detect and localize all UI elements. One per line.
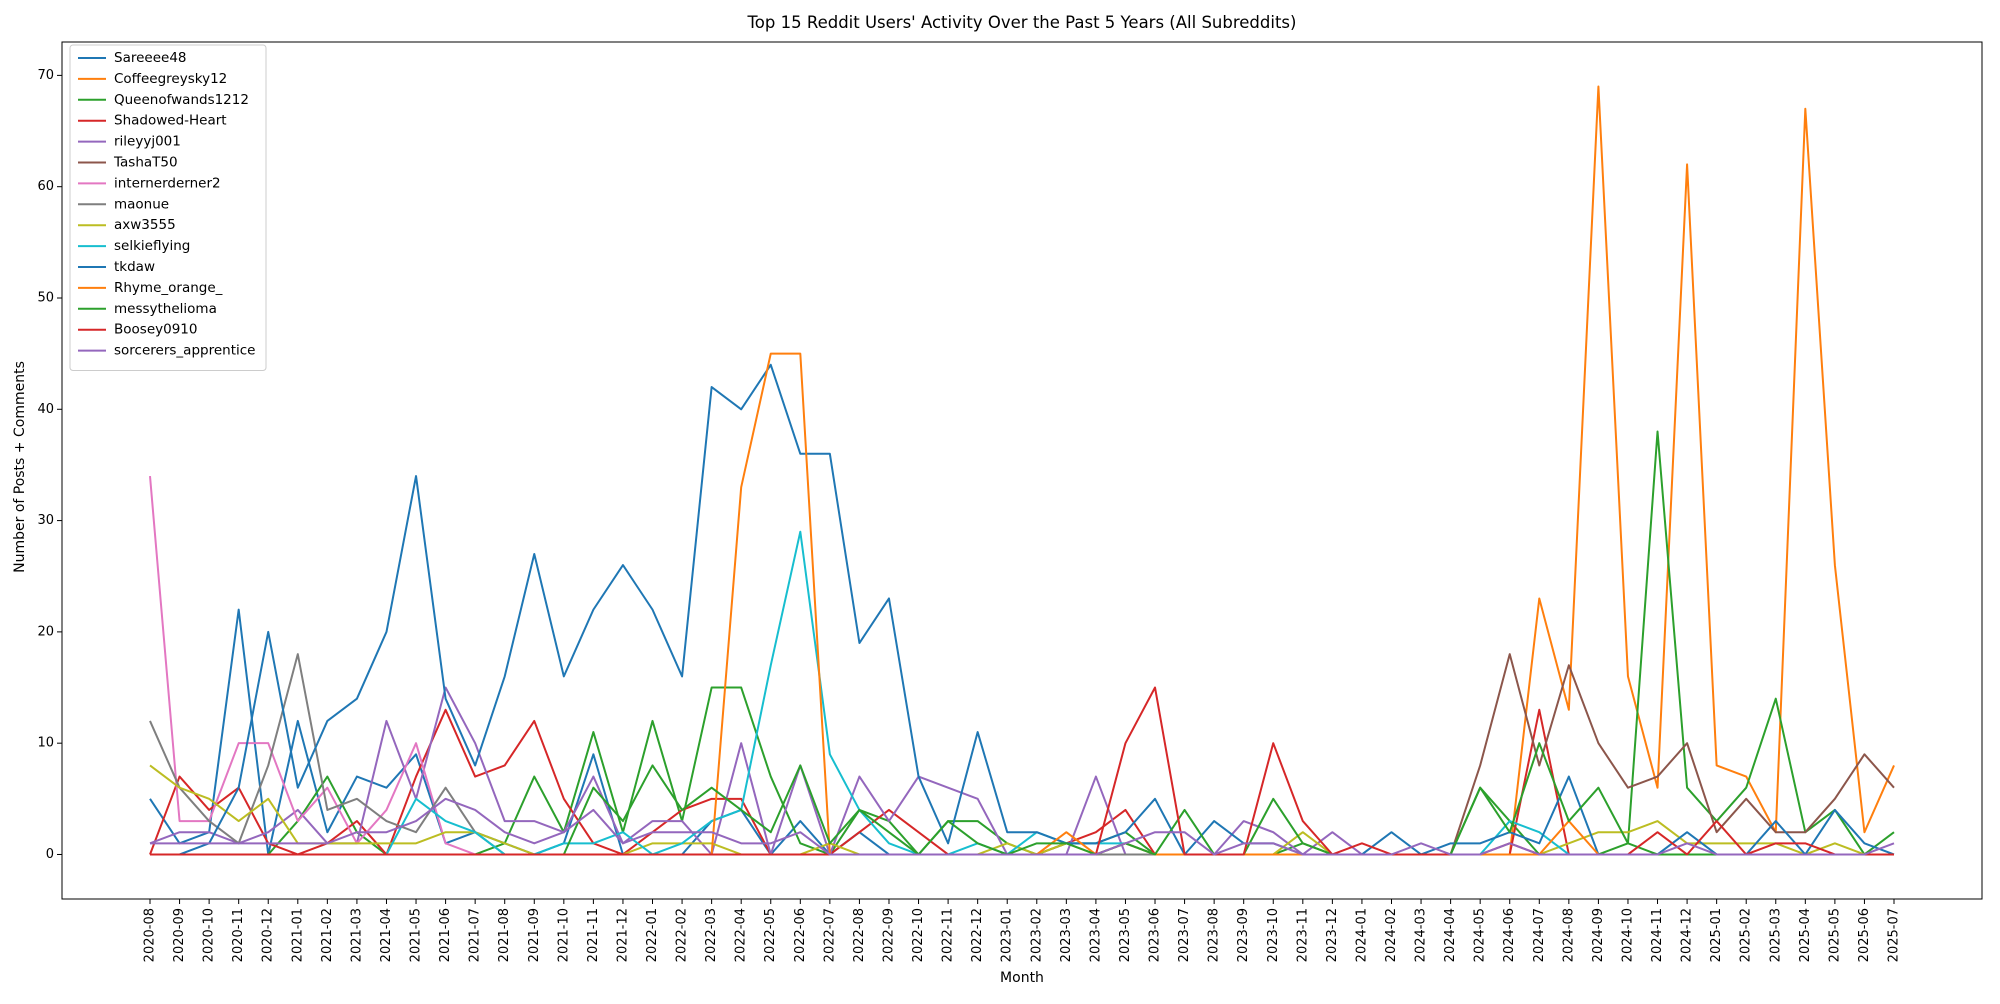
- y-tick-label: 20: [37, 624, 54, 639]
- x-tick-label: 2021-02: [320, 908, 335, 962]
- legend-label: selkieflying: [114, 238, 190, 254]
- series-line-7: [149, 475, 1894, 856]
- x-tick-label: 2024-08: [1561, 908, 1576, 962]
- series-line-1: [149, 608, 1894, 856]
- legend-label: tkdaw: [114, 259, 155, 275]
- x-tick-label: 2022-11: [941, 908, 956, 962]
- x-tick-label: 2024-06: [1502, 908, 1517, 962]
- x-tick-label: 2022-06: [793, 908, 808, 962]
- y-tick-label: 60: [37, 179, 54, 194]
- x-tick-label: 2024-12: [1680, 908, 1695, 962]
- legend-label: messythelioma: [114, 301, 217, 317]
- y-tick-label: 50: [37, 290, 54, 305]
- x-tick-label: 2021-03: [349, 908, 364, 962]
- chart-title: Top 15 Reddit Users' Activity Over the P…: [747, 13, 1297, 32]
- x-tick-label: 2023-04: [1088, 908, 1103, 962]
- x-axis-label: Month: [1000, 970, 1044, 986]
- y-tick-label: 40: [37, 402, 54, 417]
- x-tick-label: 2023-10: [1266, 908, 1281, 962]
- x-tick-label: 2023-12: [1325, 908, 1340, 962]
- x-tick-label: 2024-11: [1650, 908, 1665, 962]
- x-tick-label: 2024-07: [1532, 908, 1547, 962]
- x-tick-label: 2024-02: [1384, 908, 1399, 962]
- x-tick-label: 2022-12: [970, 908, 985, 962]
- legend-label: internerderner2: [114, 175, 221, 191]
- x-tick-label: 2021-01: [290, 908, 305, 962]
- series-layer: [149, 85, 1895, 856]
- x-tick-label: 2024-01: [1354, 908, 1369, 962]
- x-tick-label: 2023-06: [1148, 908, 1163, 962]
- x-tick-label: 2021-04: [379, 908, 394, 962]
- x-tick-label: 2022-09: [881, 908, 896, 962]
- x-tick-label: 2025-02: [1739, 908, 1754, 962]
- x-tick-label: 2022-04: [734, 908, 749, 962]
- x-tick-label: 2024-03: [1414, 908, 1429, 962]
- x-tick-label: 2025-03: [1768, 908, 1783, 962]
- x-tick-label: 2024-10: [1620, 908, 1635, 962]
- legend-label: Shadowed-Heart: [114, 113, 227, 129]
- x-tick-label: 2020-09: [172, 908, 187, 962]
- legend-label: Queenofwands1212: [114, 92, 249, 108]
- x-tick-label: 2021-08: [497, 908, 512, 962]
- plot-area-frame: [61, 41, 1983, 900]
- x-tick-label: 2023-01: [1000, 908, 1015, 962]
- y-tick-label: 0: [46, 847, 54, 862]
- x-tick-label: 2022-02: [675, 908, 690, 962]
- x-tick-label: 2023-02: [1029, 908, 1044, 962]
- axis-ticks: 2020-08 2020-09 2020-10 2020-11 2020-12 2021-…: [37, 68, 1901, 962]
- x-tick-label: 2020-10: [202, 908, 217, 962]
- x-tick-label: 2022-08: [852, 908, 867, 962]
- x-tick-label: 2024-04: [1443, 908, 1458, 962]
- legend-label: Coffeegreysky12: [114, 71, 227, 87]
- legend-label: axw3555: [114, 217, 176, 233]
- x-tick-label: 2023-09: [1236, 908, 1251, 962]
- x-tick-label: 2025-01: [1709, 908, 1724, 962]
- y-axis-label: Number of Posts + Comments: [12, 361, 28, 573]
- x-tick-label: 2023-05: [1118, 908, 1133, 962]
- legend-label: Boosey0910: [114, 322, 197, 338]
- x-tick-label: 2022-01: [645, 908, 660, 962]
- y-tick-label: 30: [37, 513, 54, 528]
- x-tick-label: 2023-07: [1177, 908, 1192, 962]
- x-tick-label: 2022-10: [911, 908, 926, 962]
- series-line-15: [150, 797, 1895, 856]
- x-tick-label: 2025-07: [1887, 908, 1902, 962]
- x-tick-label: 2021-09: [527, 908, 542, 962]
- x-tick-label: 2025-06: [1857, 908, 1872, 962]
- legend-label: rileyyj001: [114, 134, 181, 150]
- x-tick-label: 2023-11: [1295, 908, 1310, 962]
- x-tick-label: 2020-11: [231, 908, 246, 962]
- x-tick-label: 2024-05: [1473, 908, 1488, 962]
- x-tick-label: 2021-06: [438, 908, 453, 962]
- legend-label: TashaT50: [113, 155, 178, 171]
- x-tick-label: 2021-12: [615, 908, 630, 962]
- x-tick-label: 2022-03: [704, 908, 719, 962]
- legend-label: sorcerers_apprentice: [114, 343, 255, 359]
- x-tick-label: 2021-10: [556, 908, 571, 962]
- x-tick-label: 2023-08: [1207, 908, 1222, 962]
- x-tick-label: 2021-11: [586, 908, 601, 962]
- x-tick-label: 2021-07: [468, 908, 483, 962]
- legend-label: Rhyme_orange_: [114, 280, 223, 296]
- legend-box: [69, 44, 267, 371]
- legend-label: Sareeee48: [114, 50, 187, 66]
- x-tick-label: 2023-03: [1059, 908, 1074, 962]
- y-tick-label: 10: [37, 736, 54, 751]
- x-tick-label: 2022-05: [763, 908, 778, 962]
- x-tick-label: 2022-07: [822, 908, 837, 962]
- legend: Sareeee48 Coffeegreysky12 Queenofwands1212…: [69, 44, 267, 371]
- x-tick-label: 2020-12: [261, 908, 276, 962]
- x-tick-label: 2020-08: [143, 908, 158, 962]
- y-tick-label: 70: [37, 68, 54, 83]
- x-tick-label: 2021-05: [409, 908, 424, 962]
- x-tick-label: 2025-04: [1798, 908, 1813, 962]
- legend-label: maonue: [114, 196, 169, 212]
- series-line-2: [150, 85, 1895, 856]
- x-tick-label: 2024-09: [1591, 908, 1606, 962]
- x-tick-label: 2025-05: [1827, 908, 1842, 962]
